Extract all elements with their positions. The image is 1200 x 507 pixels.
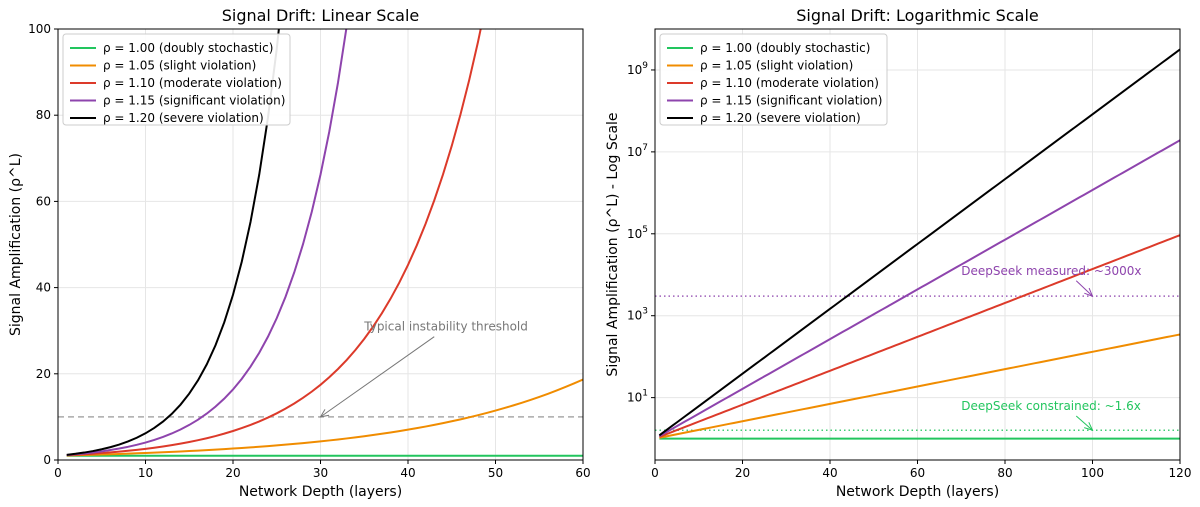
legend-label: ρ = 1.10 (moderate violation) <box>700 76 879 90</box>
legend-label: ρ = 1.05 (slight violation) <box>700 59 853 73</box>
y-tick-label: 0 <box>43 453 51 467</box>
annotation-arrow-line <box>1075 415 1093 431</box>
series-line-rho-1-20 <box>658 48 1180 437</box>
x-tick-label: 50 <box>488 466 503 480</box>
series-line-rho-1-05 <box>659 333 1180 439</box>
annotation-arrow-head <box>1084 287 1094 298</box>
x-axis-label: Network Depth (layers) <box>239 484 402 500</box>
series-line-rho-1-05 <box>66 378 583 457</box>
y-tick-label: 109 <box>627 61 648 77</box>
y-tick-base: 10 <box>627 145 642 159</box>
y-tick-base: 10 <box>627 63 642 77</box>
x-tick-label: 20 <box>225 466 240 480</box>
annotation-arrow-head <box>319 409 330 418</box>
x-tick-label: 100 <box>1081 466 1104 480</box>
series-line-rho-1-10 <box>659 234 1180 438</box>
y-tick-label: 101 <box>627 389 648 405</box>
annotation-text: DeepSeek measured: ~3000x <box>961 264 1141 278</box>
legend: ρ = 1.00 (doubly stochastic) ρ = 1.05 (sl… <box>659 33 888 126</box>
x-tick-label: 120 <box>1169 466 1192 480</box>
series-line-rho-1-20 <box>66 29 280 456</box>
annotation-arrow-line <box>320 336 435 418</box>
legend-label: ρ = 1.00 (doubly stochastic) <box>103 41 273 55</box>
series-line-rho-1-15 <box>658 139 1180 437</box>
annotation-arrow-head <box>1084 422 1094 432</box>
y-tick-exponent: 7 <box>642 143 648 153</box>
legend-label: ρ = 1.10 (moderate violation) <box>103 76 282 90</box>
legend: ρ = 1.00 (doubly stochastic) ρ = 1.05 (sl… <box>62 33 291 126</box>
y-tick-label: 60 <box>36 194 51 208</box>
y-tick-label: 20 <box>36 367 51 381</box>
y-tick-base: 10 <box>627 309 642 323</box>
y-axis-label: Signal Amplification (ρ^L) - Log Scale <box>605 112 621 376</box>
y-tick-exponent: 5 <box>642 225 648 235</box>
y-tick-base: 10 <box>627 391 642 405</box>
y-tick-label: 103 <box>627 307 648 323</box>
y-tick-exponent: 1 <box>642 389 648 399</box>
legend-label: ρ = 1.05 (slight violation) <box>103 59 256 73</box>
series-line-rho-1-10 <box>66 29 482 457</box>
y-tick-label: 80 <box>36 108 51 122</box>
annotation-text: DeepSeek constrained: ~1.6x <box>961 399 1141 413</box>
x-tick-label: 20 <box>735 466 750 480</box>
linear-scale-panel: 0 10 20 30 40 50 60 0 20 40 60 80 100 Signal Drift: L… <box>8 6 591 500</box>
x-tick-label: 60 <box>575 466 590 480</box>
x-tick-label: 10 <box>138 466 153 480</box>
y-axis-label: Signal Amplification (ρ^L) <box>8 153 24 336</box>
y-tick-label: 107 <box>627 143 648 159</box>
x-tick-label: 30 <box>313 466 328 480</box>
y-tick-exponent: 3 <box>642 307 648 317</box>
chart-title: Signal Drift: Logarithmic Scale <box>796 6 1038 25</box>
x-tick-label: 40 <box>400 466 415 480</box>
annotation-arrow-line <box>1075 280 1093 297</box>
y-tick-label: 40 <box>36 281 51 295</box>
x-tick-label: 80 <box>997 466 1012 480</box>
legend-label: ρ = 1.20 (severe violation) <box>103 111 264 125</box>
legend-box <box>62 33 291 126</box>
x-tick-label: 40 <box>822 466 837 480</box>
y-tick-exponent: 9 <box>642 61 648 71</box>
legend-label: ρ = 1.00 (doubly stochastic) <box>700 41 870 55</box>
series-line-rho-1-15 <box>66 29 348 457</box>
legend-label: ρ = 1.20 (severe violation) <box>700 111 861 125</box>
x-tick-label: 0 <box>54 466 62 480</box>
y-tick-label: 100 <box>28 22 51 36</box>
y-tick-base: 10 <box>627 227 642 241</box>
chart-title: Signal Drift: Linear Scale <box>222 6 420 25</box>
legend-box <box>659 33 888 126</box>
x-tick-label: 0 <box>651 466 659 480</box>
y-tick-label: 105 <box>627 225 648 241</box>
legend-label: ρ = 1.15 (significant violation) <box>103 94 285 108</box>
x-tick-label: 60 <box>910 466 925 480</box>
x-axis-label: Network Depth (layers) <box>836 484 999 500</box>
legend-label: ρ = 1.15 (significant violation) <box>700 94 882 108</box>
annotation-text: Typical instability threshold <box>363 320 528 334</box>
